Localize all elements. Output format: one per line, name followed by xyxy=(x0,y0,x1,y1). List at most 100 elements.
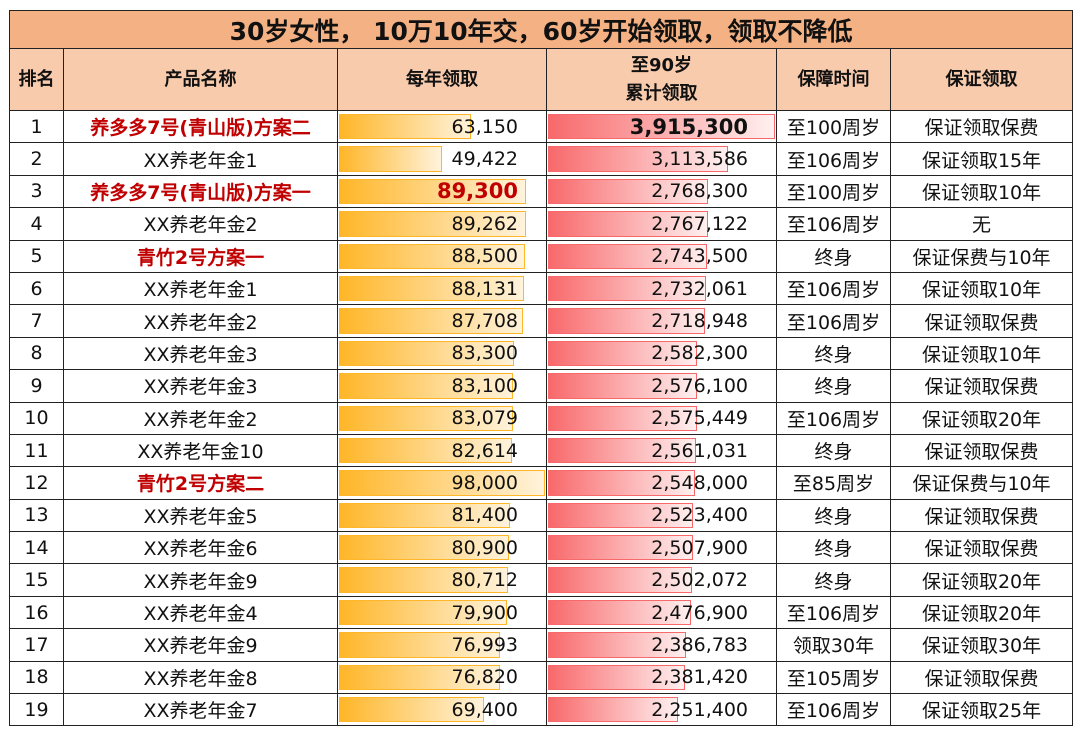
guarantee-cell: 保证领取保费 xyxy=(889,531,1074,565)
product-name: XX养老年金3 xyxy=(63,336,338,371)
table-row: 4 XX养老年金2 89,262 2,767,122 至106周岁无 xyxy=(9,207,1074,241)
table-row: 3 养多多7号(青山版)方案一 89,300 2,768,300 至100周岁 保证领取1… xyxy=(9,174,1074,209)
rank-cell: 6 xyxy=(9,271,64,306)
table-row: 2 XX养老年金1 49,422 3,113,586 至106周岁 保证领取15年 xyxy=(9,142,1074,176)
product-name: XX养老年金1 xyxy=(63,271,338,306)
table-row: 15 XX养老年金9 80,712 2,502,072 终身 保证领取20年 xyxy=(9,563,1074,597)
cumulative-value: 2,561,031 xyxy=(651,439,748,462)
product-name: 养多多7号(青山版)方案二 xyxy=(63,109,338,144)
cumulative-cell: 2,381,420 xyxy=(546,660,777,695)
guarantee-cell: 保证保费与10年 xyxy=(889,466,1074,500)
cumulative-cell: 2,386,783 xyxy=(546,628,777,662)
annual-cell: 83,100 xyxy=(337,369,547,403)
annual-data-bar xyxy=(339,599,507,626)
cumulative-data-bar xyxy=(548,146,729,172)
annual-value: 76,820 xyxy=(451,666,518,689)
product-name: 青竹2号方案二 xyxy=(63,466,338,500)
annual-data-bar xyxy=(339,308,524,334)
header-guarantee: 保证领取 xyxy=(889,48,1074,111)
table-row: 18 XX养老年金8 76,820 2,381,420 至105周岁 保证领取保费 xyxy=(9,660,1074,695)
annual-cell: 76,993 xyxy=(337,628,547,662)
annual-value: 83,100 xyxy=(451,374,518,397)
guarantee-cell: 保证领取20年 xyxy=(889,563,1074,597)
guarantee-cell: 保证领取保费 xyxy=(889,433,1074,468)
rank-cell: 16 xyxy=(9,595,64,630)
cumulative-cell: 2,732,061 xyxy=(546,271,777,306)
cumulative-cell: 2,502,072 xyxy=(546,563,777,597)
annual-data-bar xyxy=(339,697,485,723)
cumulative-value: 3,113,586 xyxy=(651,148,748,171)
cumulative-value: 2,386,783 xyxy=(651,633,748,656)
cumulative-data-bar xyxy=(548,340,698,367)
table-row: 16 XX养老年金4 79,900 2,476,900 至106周岁 保证领取20年 xyxy=(9,595,1074,630)
annual-data-bar xyxy=(339,470,545,496)
cumulative-data-bar xyxy=(548,632,686,658)
cumulative-data-bar xyxy=(548,599,691,626)
cumulative-value: 2,582,300 xyxy=(651,342,748,365)
annual-value: 63,150 xyxy=(451,115,518,138)
product-name: 青竹2号方案一 xyxy=(63,239,338,273)
cumulative-data-bar xyxy=(548,535,693,561)
cumulative-data-bar xyxy=(548,308,705,334)
term-cell: 至106周岁 xyxy=(776,304,891,338)
annual-data-bar xyxy=(339,373,514,399)
product-name: XX养老年金1 xyxy=(63,142,338,176)
rank-cell: 9 xyxy=(9,369,64,403)
table-row: 12 青竹2号方案二 98,000 2,548,000 至85周岁 保证保费与10年 xyxy=(9,466,1074,500)
rank-cell: 19 xyxy=(9,693,64,727)
term-cell: 终身 xyxy=(776,369,891,403)
cumulative-value: 2,743,500 xyxy=(651,245,748,268)
guarantee-cell: 无 xyxy=(889,207,1074,241)
term-cell: 终身 xyxy=(776,336,891,371)
cumulative-data-bar xyxy=(548,664,686,691)
cumulative-data-bar xyxy=(548,697,678,723)
cumulative-value: 2,548,000 xyxy=(651,471,748,494)
cumulative-value: 2,732,061 xyxy=(651,277,748,300)
term-cell: 终身 xyxy=(776,498,891,533)
header-name: 产品名称 xyxy=(63,48,338,111)
annual-data-bar xyxy=(339,405,514,431)
term-cell: 至106周岁 xyxy=(776,271,891,306)
guarantee-cell: 保证领取20年 xyxy=(889,595,1074,630)
cumulative-value: 2,523,400 xyxy=(651,504,748,527)
cumulative-data-bar xyxy=(548,114,775,140)
rank-cell: 7 xyxy=(9,304,64,338)
annual-data-bar xyxy=(339,502,510,529)
annual-value: 89,300 xyxy=(436,179,518,204)
table-row: 11 XX养老年金10 82,614 2,561,031 终身 保证领取保费 xyxy=(9,433,1074,468)
table-row: 7 XX养老年金2 87,708 2,718,948 至106周岁 保证领取保费 xyxy=(9,304,1074,338)
guarantee-cell: 保证领取10年 xyxy=(889,174,1074,209)
cumulative-data-bar xyxy=(548,405,697,431)
cumulative-value: 2,575,449 xyxy=(651,407,748,430)
term-cell: 至106周岁 xyxy=(776,401,891,435)
cumulative-cell: 2,476,900 xyxy=(546,595,777,630)
cumulative-value: 2,502,072 xyxy=(651,569,748,592)
annual-data-bar xyxy=(339,243,525,269)
term-cell: 至85周岁 xyxy=(776,466,891,500)
annual-value: 88,131 xyxy=(451,277,518,300)
annual-cell: 83,300 xyxy=(337,336,547,371)
cumulative-value: 2,381,420 xyxy=(651,666,748,689)
term-cell: 终身 xyxy=(776,433,891,468)
rank-cell: 15 xyxy=(9,563,64,597)
table-row: 6 XX养老年金1 88,131 2,732,061 至106周岁 保证领取10年 xyxy=(9,271,1074,306)
annual-value: 83,079 xyxy=(451,407,518,430)
cumulative-cell: 2,768,300 xyxy=(546,174,777,209)
cumulative-data-bar xyxy=(548,243,707,269)
annual-data-bar xyxy=(339,632,501,658)
annual-cell: 79,900 xyxy=(337,595,547,630)
product-name: 养多多7号(青山版)方案一 xyxy=(63,174,338,209)
cumulative-cell: 3,915,300 xyxy=(546,109,777,144)
cumulative-data-bar xyxy=(548,437,696,464)
term-cell: 领取30年 xyxy=(776,628,891,662)
table-row: 8 XX养老年金3 83,300 2,582,300 终身 保证领取10年 xyxy=(9,336,1074,371)
annual-data-bar xyxy=(339,146,442,172)
table-row: 14 XX养老年金6 80,900 2,507,900 终身 保证领取保费 xyxy=(9,531,1074,565)
header-term: 保障时间 xyxy=(776,48,891,111)
term-cell: 终身 xyxy=(776,239,891,273)
table-row: 10 XX养老年金2 83,079 2,575,449 至106周岁 保证领取20年 xyxy=(9,401,1074,435)
rank-cell: 2 xyxy=(9,142,64,176)
annual-value: 89,262 xyxy=(451,212,518,235)
annual-value: 83,300 xyxy=(451,342,518,365)
term-cell: 至106周岁 xyxy=(776,693,891,727)
